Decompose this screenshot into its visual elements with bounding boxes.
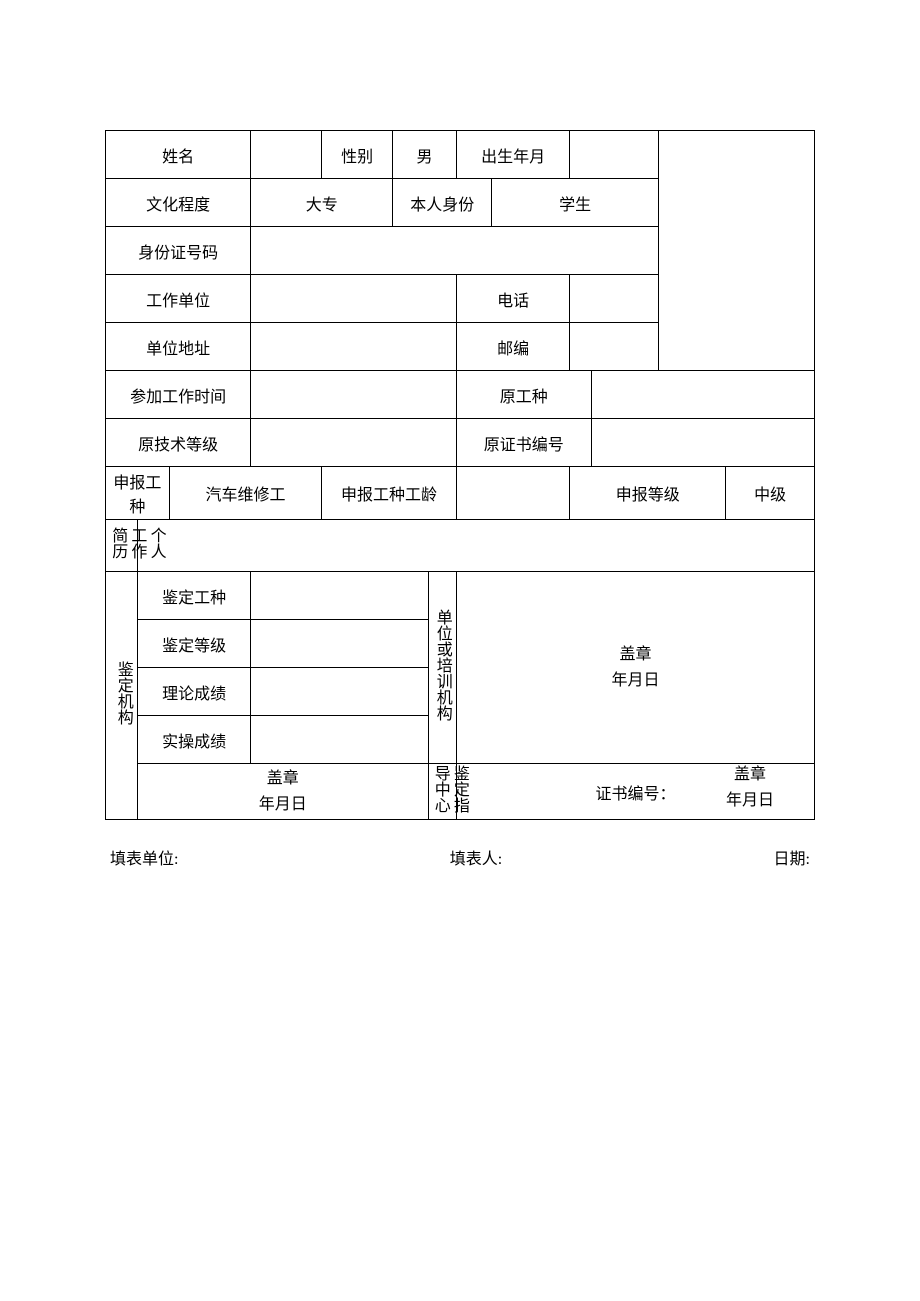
label-postcode: 邮编	[456, 323, 569, 371]
date-text-3: 年月日	[726, 792, 774, 809]
value-name	[251, 131, 322, 179]
label-unit-address: 单位地址	[106, 323, 251, 371]
date-text-1: 年月日	[611, 672, 659, 689]
value-practice-score	[251, 716, 428, 764]
row-stamp: 盖章 年月日 鉴定指导中心 证书编号： 盖章 年月日	[106, 764, 815, 820]
appraisal-org-stamp-area: 盖章 年月日	[137, 764, 428, 820]
value-postcode	[570, 323, 659, 371]
label-original-job: 原工种	[456, 371, 591, 419]
value-personal-resume	[137, 520, 814, 572]
appraisal-org-text: 鉴定机构	[108, 661, 137, 725]
value-birth	[570, 131, 659, 179]
label-name: 姓名	[106, 131, 251, 179]
stamp-text-2: 盖章	[267, 770, 299, 787]
row-name: 姓名 性别 男 出生年月	[106, 131, 815, 179]
row-apply: 申报工种 汽车维修工 申报工种工龄 申报等级 中级	[106, 467, 815, 520]
footer-row: 填表单位: 填表人: 日期:	[105, 845, 815, 869]
label-original-cert-no: 原证书编号	[456, 419, 591, 467]
value-identity: 学生	[492, 179, 659, 227]
value-gender: 男	[393, 131, 457, 179]
unit-or-training-text: 单位或培训机构	[433, 609, 452, 721]
value-original-job	[591, 371, 814, 419]
value-original-cert-no	[591, 419, 814, 467]
label-appraisal-org: 鉴定机构	[106, 572, 138, 820]
label-identity: 本人身份	[393, 179, 492, 227]
value-theory-score	[251, 668, 428, 716]
value-id-number	[251, 227, 659, 275]
label-guidance-center: 鉴定指导中心	[428, 764, 456, 820]
label-appraisal-level: 鉴定等级	[137, 620, 250, 668]
value-work-start	[251, 371, 457, 419]
appraisal-form-table: 姓名 性别 男 出生年月 文化程度 大专 本人身份 学生 身份证号码 工作单位 …	[105, 130, 815, 820]
value-apply-job-age	[456, 467, 569, 520]
row-personal-resume: 个人工作简历	[106, 520, 815, 572]
footer-date: 日期:	[774, 845, 810, 869]
value-original-tech-level	[251, 419, 457, 467]
label-unit-or-training: 单位或培训机构	[428, 572, 456, 764]
value-apply-level: 中级	[726, 467, 815, 520]
personal-resume-text: 个人工作简历	[108, 522, 166, 564]
stamp-text-3: 盖章	[734, 766, 766, 783]
value-apply-job: 汽车维修工	[169, 467, 321, 520]
value-work-unit	[251, 275, 457, 323]
label-theory-score: 理论成绩	[137, 668, 250, 716]
label-appraisal-job: 鉴定工种	[137, 572, 250, 620]
row-original-tech: 原技术等级 原证书编号	[106, 419, 815, 467]
label-apply-level: 申报等级	[570, 467, 726, 520]
label-practice-score: 实操成绩	[137, 716, 250, 764]
label-birth: 出生年月	[456, 131, 569, 179]
label-gender: 性别	[322, 131, 393, 179]
footer-person: 填表人:	[450, 845, 502, 869]
label-apply-job-age: 申报工种工龄	[322, 467, 457, 520]
footer-unit: 填表单位:	[110, 845, 178, 869]
label-original-tech-level: 原技术等级	[106, 419, 251, 467]
label-id-number: 身份证号码	[106, 227, 251, 275]
label-education: 文化程度	[106, 179, 251, 227]
label-work-unit: 工作单位	[106, 275, 251, 323]
label-personal-resume: 个人工作简历	[106, 520, 138, 572]
row-appraisal-job: 鉴定机构 鉴定工种 单位或培训机构 盖章 年月日	[106, 572, 815, 620]
value-unit-address	[251, 323, 457, 371]
value-phone	[570, 275, 659, 323]
row-work-start: 参加工作时间 原工种	[106, 371, 815, 419]
photo-area	[658, 131, 814, 371]
value-appraisal-level	[251, 620, 428, 668]
value-appraisal-job	[251, 572, 428, 620]
stamp-text-1: 盖章	[619, 646, 651, 663]
date-text-2: 年月日	[259, 796, 307, 813]
label-work-start: 参加工作时间	[106, 371, 251, 419]
unit-training-stamp-area: 盖章 年月日	[456, 572, 814, 764]
label-apply-job: 申报工种	[106, 467, 170, 520]
cert-no-area: 证书编号： 盖章 年月日	[456, 764, 814, 820]
label-phone: 电话	[456, 275, 569, 323]
value-education: 大专	[251, 179, 393, 227]
